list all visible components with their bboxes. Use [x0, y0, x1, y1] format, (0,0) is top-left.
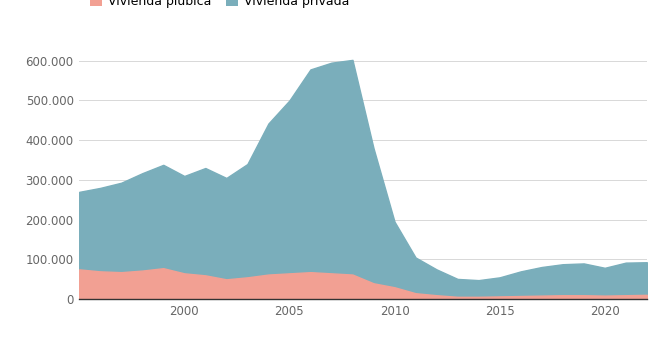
Legend: Vivienda plúbica, Vivienda privada: Vivienda plúbica, Vivienda privada	[85, 0, 354, 13]
